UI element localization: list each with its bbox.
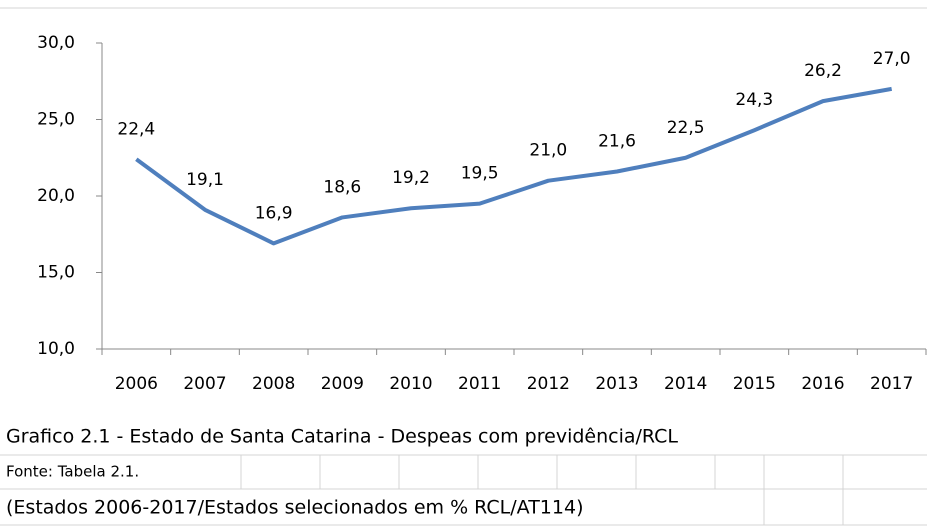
data-label: 21,0	[529, 141, 567, 161]
y-tick-label: 30,0	[37, 33, 75, 53]
x-tick-label: 2011	[458, 374, 501, 394]
data-label: 27,0	[873, 49, 911, 69]
caption: Grafico 2.1 - Estado de Santa Catarina -…	[6, 426, 678, 448]
x-tick-label: 2009	[321, 374, 364, 394]
data-label: 19,2	[392, 168, 430, 188]
data-label: 19,5	[461, 164, 499, 184]
x-tick-label: 2016	[801, 374, 844, 394]
data-label: 22,5	[667, 118, 705, 138]
note: (Estados 2006-2017/Estados selecionados …	[6, 497, 583, 519]
y-tick-label: 25,0	[37, 110, 75, 130]
data-label: 18,6	[323, 177, 361, 197]
data-label: 21,6	[598, 132, 636, 152]
source: Fonte: Tabela 2.1.	[6, 463, 139, 481]
x-tick-label: 2013	[595, 374, 638, 394]
y-tick-label: 20,0	[37, 186, 75, 206]
data-label: 19,1	[186, 170, 224, 190]
x-tick-label: 2017	[870, 374, 913, 394]
y-tick-label: 15,0	[37, 263, 75, 283]
x-tick-label: 2006	[115, 374, 158, 394]
data-label: 16,9	[255, 203, 293, 223]
y-tick-label: 10,0	[37, 339, 75, 359]
x-tick-label: 2015	[733, 374, 776, 394]
line	[135, 86, 893, 246]
x-tick-label: 2014	[664, 374, 707, 394]
cell-grid	[240, 455, 844, 525]
x-tick-label: 2010	[389, 374, 432, 394]
x-tick-label: 2007	[183, 374, 226, 394]
x-tick-label: 2012	[527, 374, 570, 394]
data-label: 26,2	[804, 61, 842, 81]
x-tick-label: 2008	[252, 374, 295, 394]
data-label: 24,3	[735, 90, 773, 110]
data-label: 22,4	[117, 119, 155, 139]
